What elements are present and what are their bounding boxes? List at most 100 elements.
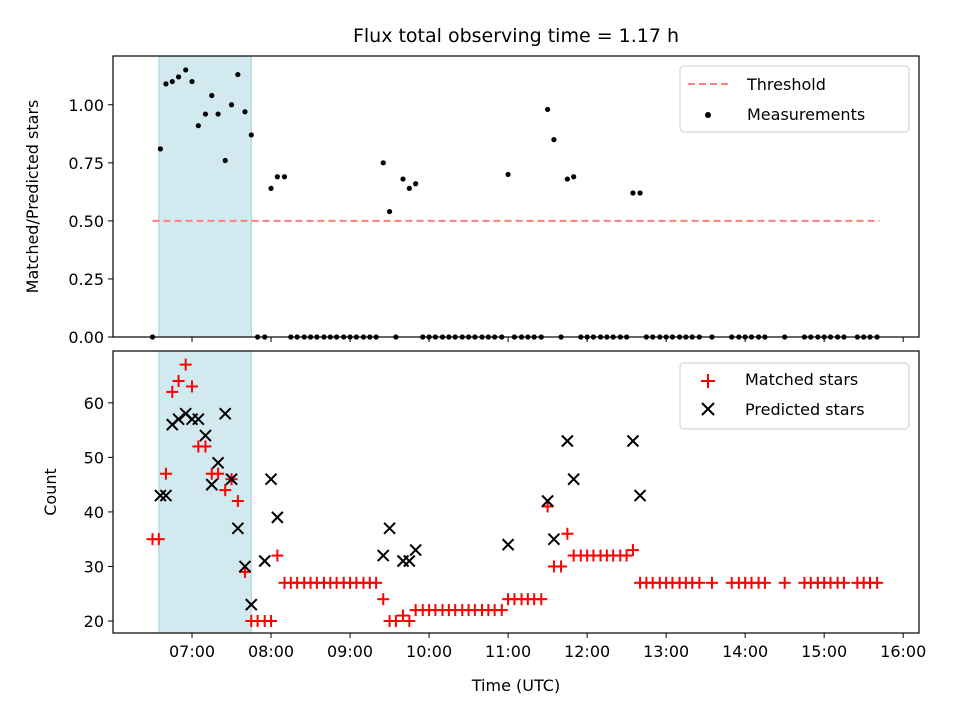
matched-star-point [159, 467, 172, 480]
matched-star-point [705, 576, 718, 589]
predicted-star-point [541, 494, 554, 508]
matched-star-point [403, 615, 416, 627]
matched-star-point [541, 500, 554, 513]
top-y-tick-label: 0.00 [68, 328, 104, 347]
measurement-point [400, 176, 406, 182]
ratio-panel: 0.00 0.25 0.50 0.75 1.00 Flux total observin… [23, 25, 920, 347]
chart-title: Flux total observing time = 1.17 h [353, 25, 679, 47]
matched-star-point [495, 604, 508, 617]
measurement-point [248, 132, 254, 138]
top-legend: Threshold Measurements [679, 65, 910, 133]
x-tick-label: 15:00 [801, 642, 847, 661]
x-tick-label: 16:00 [880, 642, 926, 661]
measurement-point [564, 176, 570, 182]
top-y-tick-label: 0.25 [68, 270, 104, 289]
matched-star-point [561, 527, 574, 540]
top-y-tick-label: 0.75 [68, 154, 104, 173]
predicted-star-point [633, 489, 647, 502]
matched-star-point [166, 385, 179, 398]
bottom-y-tick-label: 40 [84, 503, 104, 522]
x-tick-label: 09:00 [327, 642, 373, 661]
predicted-star-point [383, 522, 396, 535]
matched-star-point [231, 495, 244, 507]
predicted-star-point [205, 478, 218, 491]
predicted-star-point [219, 407, 232, 420]
count-points [146, 358, 884, 627]
matched-star-point [837, 576, 850, 589]
legend-measurements-label: Measurements [747, 105, 865, 124]
measurement-point [215, 111, 221, 117]
matched-star-point [535, 593, 548, 606]
top-y-tick-label: 0.50 [68, 212, 104, 231]
count-panel: 20 30 40 50 60 07:00 08:00 09:00 10:00 11:00 12:0… [41, 350, 926, 695]
predicted-star-point [238, 560, 252, 573]
matched-star-point [370, 576, 383, 589]
matched-star-point [219, 484, 232, 497]
matched-star-point [626, 544, 639, 557]
legend-measurements-swatch [705, 112, 711, 118]
predicted-star-point [271, 511, 284, 524]
x-axis-label: Time (UTC) [471, 676, 560, 695]
x-tick-label: 11:00 [485, 642, 531, 661]
measurement-point [551, 137, 557, 143]
predicted-star-point [154, 489, 167, 502]
measurement-point [274, 174, 280, 180]
bottom-legend-box [679, 362, 910, 430]
measurement-point [386, 208, 393, 215]
bottom-legend: Matched stars Predicted stars [679, 362, 910, 430]
x-tick-label: 12:00 [564, 642, 610, 661]
predicted-star-point [501, 538, 515, 551]
predicted-star-point [231, 522, 245, 535]
bottom-y-tick-label: 50 [84, 448, 104, 467]
matched-star-point [152, 533, 165, 546]
matched-star-point [212, 467, 225, 480]
predicted-star-point [245, 598, 258, 611]
bottom-y-axis-label: Count [41, 468, 60, 516]
matched-star-point [778, 576, 791, 589]
predicted-star-point [626, 434, 640, 448]
matched-star-point [172, 375, 185, 387]
predicted-star-point [159, 489, 173, 502]
top-legend-box [679, 65, 910, 133]
bottom-y-axis: 20 30 40 50 60 [84, 394, 113, 631]
predicted-star-point [547, 532, 561, 546]
x-tick-label: 14:00 [722, 642, 768, 661]
predicted-star-point [258, 554, 271, 568]
matched-star-point [271, 549, 284, 562]
measurement-point [505, 171, 511, 178]
matched-star-point [377, 593, 390, 606]
matched-star-point [693, 576, 706, 589]
measurement-point [157, 146, 164, 152]
bottom-x-axis: 07:00 08:00 09:00 10:00 11:00 12:00 13:00 14:00… [169, 633, 926, 661]
legend-matched-label: Matched stars [745, 370, 858, 389]
bottom-y-tick-label: 20 [84, 612, 104, 631]
matched-star-point [620, 549, 633, 562]
predicted-star-point [264, 472, 278, 486]
measurement-point [637, 190, 643, 196]
measurement-point [202, 111, 209, 117]
measurement-point [163, 81, 169, 87]
predicted-star-point [561, 434, 574, 448]
measurement-point [175, 74, 182, 80]
predicted-star-point [403, 554, 416, 568]
measurement-point [183, 67, 189, 73]
legend-predicted-swatch [701, 402, 715, 416]
predicted-star-point [225, 472, 238, 486]
matched-star-point [186, 380, 199, 393]
matched-star-point [555, 560, 568, 573]
measurement-point [195, 123, 201, 129]
measurement-point [413, 181, 419, 187]
x-tick-label: 08:00 [248, 642, 294, 661]
predicted-star-point [211, 456, 225, 470]
measurement-point [242, 109, 248, 115]
predicted-star-point [409, 543, 422, 557]
x-tick-label: 07:00 [169, 642, 215, 661]
predicted-star-point [172, 412, 185, 426]
measurement-point [380, 160, 386, 166]
matched-star-point [179, 358, 192, 371]
matched-star-point [397, 609, 410, 622]
legend-matched-swatch [701, 374, 715, 388]
matched-star-point [871, 576, 884, 589]
top-axes-frame [112, 55, 920, 338]
